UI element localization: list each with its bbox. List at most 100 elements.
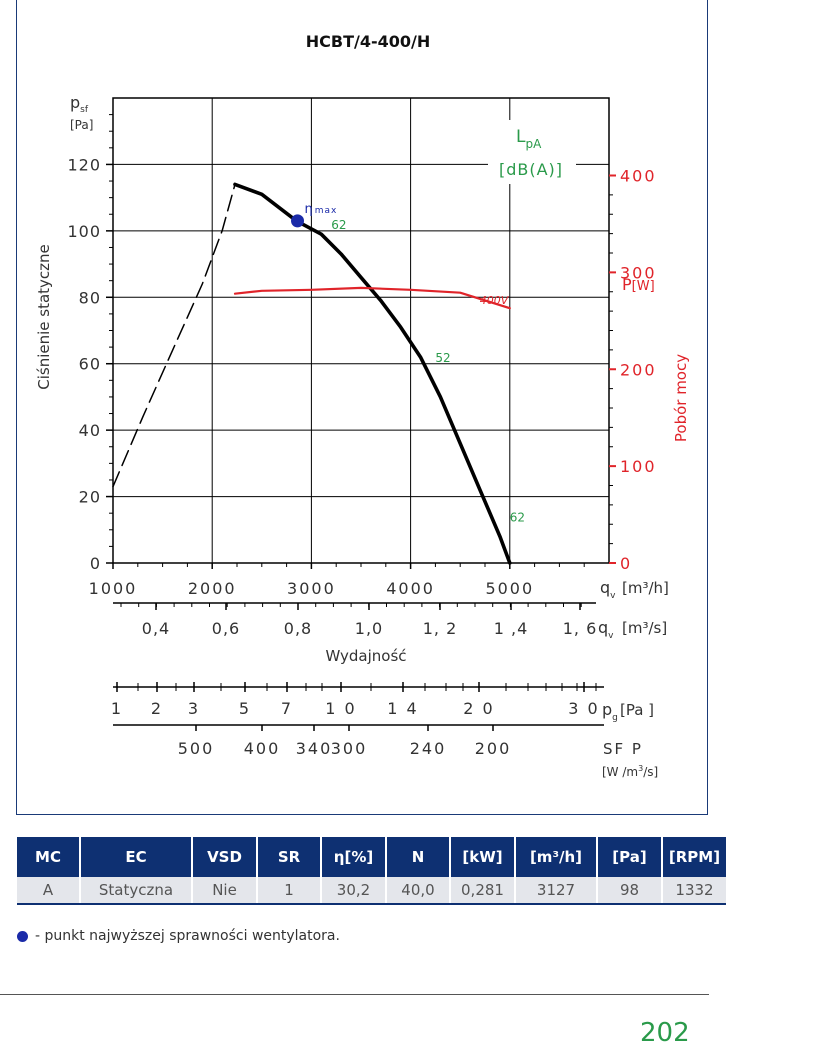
sfp-tick-label: 240 xyxy=(410,739,447,758)
table-header-cell: [RPM] xyxy=(662,837,726,877)
pg-tick-label: 1 4 xyxy=(387,699,418,718)
m3s-tick-label: 1, 2 xyxy=(423,619,458,638)
sound-level-label: 62 xyxy=(331,218,346,232)
power-tick-label: 0 xyxy=(620,554,632,573)
pg-axis-symbol: pg xyxy=(602,700,618,723)
y-tick-label: 40 xyxy=(79,421,101,440)
sound-level-label: 52 xyxy=(435,351,450,365)
m3s-tick-label: 1 ,4 xyxy=(494,619,529,638)
table-cell: Statyczna xyxy=(80,877,193,905)
svg-text:LpA: LpA xyxy=(516,127,542,151)
pg-tick-label: 2 xyxy=(151,699,163,718)
m3s-tick-label: 1,0 xyxy=(355,619,383,638)
sound-level-legend: LpA [dB(A)] xyxy=(488,120,576,184)
sfp-tick-label: 340 xyxy=(296,739,333,758)
x-axis-label: Wydajność xyxy=(325,647,406,665)
table-cell: Nie xyxy=(192,877,258,905)
power-tick-label: 100 xyxy=(620,457,657,476)
eta-legend-note: - punkt najwyższej sprawności wentylator… xyxy=(17,928,340,944)
power-axis-symbol: P[W] xyxy=(622,275,655,294)
bottom-divider xyxy=(0,994,709,995)
x-axis-unit: [m³/h] xyxy=(622,579,669,597)
table-header-cell: η[%] xyxy=(321,837,387,877)
y-tick-label: 120 xyxy=(67,155,101,174)
pg-axis-unit: [Pa ] xyxy=(620,701,654,719)
x-tick-label: 3000 xyxy=(287,579,336,598)
table-header-cell: MC xyxy=(17,837,81,877)
table-cell: 3127 xyxy=(515,877,598,905)
x-tick-label: 4000 xyxy=(386,579,435,598)
x-tick-label: 2000 xyxy=(188,579,237,598)
fan-parameters-table: MC EC VSD SR η[%] N [kW] [m³/h] [Pa] [RPM] A Staty… xyxy=(17,837,726,905)
sound-level-label: 62 xyxy=(510,510,525,524)
sfp-tick-label: 200 xyxy=(475,739,512,758)
chart-title: HCBT/4-400/H xyxy=(306,32,431,51)
pg-tick-label: 1 0 xyxy=(325,699,356,718)
table-header-cell: [kW] xyxy=(450,837,516,877)
table-row: A Statyczna Nie 1 30,2 40,0 0,281 3127 98 1332 xyxy=(17,877,726,905)
y-tick-label: 20 xyxy=(79,488,101,507)
y-axis-symbol: psf xyxy=(70,93,89,115)
table-cell: 40,0 xyxy=(386,877,451,905)
y-axis-label: Ciśnienie statyczne xyxy=(35,244,53,390)
table-cell: 0,281 xyxy=(450,877,516,905)
m3s-axis-ticks: 0,4 0,6 0,8 1,0 1, 2 1 ,4 1, 6 xyxy=(120,603,598,638)
svg-text:[dB(A)]: [dB(A)] xyxy=(499,160,563,179)
table-header-row: MC EC VSD SR η[%] N [kW] [m³/h] [Pa] [RPM] xyxy=(17,837,726,877)
y-axis-ticks: 0 20 40 60 80 100 120 xyxy=(67,114,113,573)
x-tick-label: 5000 xyxy=(485,579,534,598)
y-tick-label: 100 xyxy=(67,222,101,241)
legend-note-text: - punkt najwyższej sprawności wentylator… xyxy=(35,928,340,944)
table-header-cell: SR xyxy=(257,837,322,877)
pg-tick-label: 3 0 xyxy=(568,699,599,718)
table-header-cell: VSD xyxy=(192,837,258,877)
m3s-tick-label: 1, 6 xyxy=(563,619,598,638)
y-tick-label: 0 xyxy=(90,554,101,573)
m3s-tick-label: 0,6 xyxy=(212,619,240,638)
eta-max-dot-icon xyxy=(17,930,28,942)
y-axis-unit: [Pa] xyxy=(70,118,93,132)
sfp-tick-label: 300 xyxy=(331,739,368,758)
pg-axis-ticks: 1 2 3 5 7 1 0 1 4 2 0 3 0 xyxy=(111,682,599,718)
table-header-cell: [Pa] xyxy=(597,837,663,877)
m3s-tick-label: 0,8 xyxy=(284,619,312,638)
pg-tick-label: 1 xyxy=(111,699,123,718)
table-cell: 1 xyxy=(257,877,322,905)
table-header-cell: [m³/h] xyxy=(515,837,598,877)
sfp-axis-unit: [W /m3/s] xyxy=(602,764,658,779)
power-tick-label: 200 xyxy=(620,360,657,379)
m3s-tick-label: 0,4 xyxy=(142,619,170,638)
table-cell: 98 xyxy=(597,877,663,905)
table-header-cell: EC xyxy=(80,837,193,877)
sfp-tick-label: 500 xyxy=(178,739,215,758)
sfp-axis-label: SF P xyxy=(603,740,643,758)
pg-tick-label: 3 xyxy=(188,699,200,718)
power-axis-label: Pobór mocy xyxy=(672,354,690,442)
m3s-axis-unit: [m³/s] xyxy=(622,619,667,637)
power-axis-ticks: 0 100 200 300 400 xyxy=(609,167,657,573)
pg-tick-label: 7 xyxy=(281,699,293,718)
table-cell: 1332 xyxy=(662,877,726,905)
eta-max-point xyxy=(291,214,305,228)
pressure-curve xyxy=(233,182,512,565)
sfp-tick-label: 400 xyxy=(244,739,281,758)
pressure-curve-unstable xyxy=(112,183,236,488)
power-tick-label: 400 xyxy=(620,167,657,186)
table-cell: 30,2 xyxy=(321,877,387,905)
m3s-axis-symbol: qv xyxy=(598,618,614,641)
pg-tick-label: 2 0 xyxy=(463,699,494,718)
y-tick-label: 80 xyxy=(79,288,101,307)
eta-max-label: η max xyxy=(305,202,338,217)
power-tick-label: 300 xyxy=(620,263,657,282)
page-number: 202 xyxy=(640,1018,690,1048)
x-tick-label: 1000 xyxy=(89,579,138,598)
x-axis-symbol: qv xyxy=(600,578,616,601)
table-cell: A xyxy=(17,877,81,905)
table-header-cell: N xyxy=(386,837,451,877)
power-series-label: 400V xyxy=(480,294,510,307)
pg-tick-label: 5 xyxy=(239,699,251,718)
power-curve xyxy=(233,286,511,310)
